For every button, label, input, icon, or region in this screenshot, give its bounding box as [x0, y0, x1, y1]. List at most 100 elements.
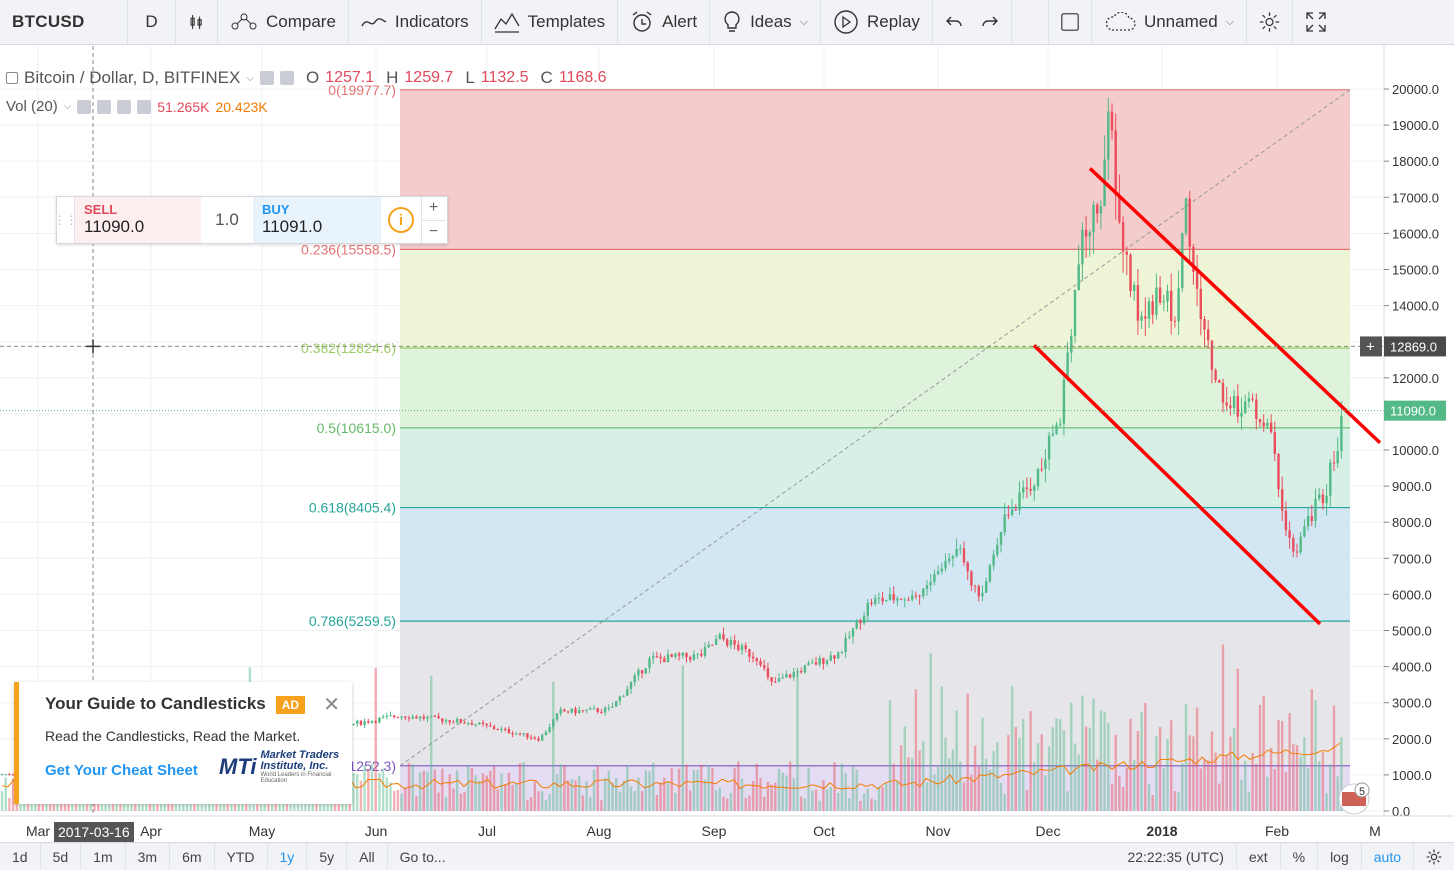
candle-body: [1177, 288, 1180, 322]
compare-button[interactable]: Compare: [218, 0, 349, 44]
save-layout-button[interactable]: Unnamed ⌵: [1092, 0, 1247, 44]
range-1y[interactable]: 1y: [268, 843, 308, 870]
increase-button[interactable]: +: [428, 199, 439, 217]
settings-button[interactable]: [1414, 843, 1454, 870]
gear-icon[interactable]: [279, 71, 294, 85]
redo-icon[interactable]: [981, 15, 999, 29]
price-tick-label: 2000.0: [1392, 732, 1432, 747]
ad-banner[interactable]: Your Guide to Candlesticks AD ✕ Read the …: [14, 682, 352, 804]
auto-toggle[interactable]: auto: [1362, 843, 1414, 870]
percent-toggle[interactable]: %: [1281, 843, 1319, 870]
range-ytd[interactable]: YTD: [215, 843, 268, 870]
collapse-icon[interactable]: [6, 72, 18, 84]
volume-bar: [959, 761, 962, 811]
candle-body: [896, 598, 899, 601]
candle-body: [1295, 551, 1299, 553]
sell-button[interactable]: SELL 11090.0: [75, 197, 201, 243]
buy-button[interactable]: BUY 11091.0: [253, 197, 381, 243]
price-tick-label: 10000.0: [1392, 443, 1439, 458]
volume-bar: [1251, 752, 1254, 811]
range-1d[interactable]: 1d: [0, 843, 41, 870]
fib-zone: [400, 621, 1350, 766]
ext-toggle[interactable]: ext: [1235, 843, 1281, 870]
replay-button[interactable]: Replay: [821, 0, 933, 44]
range-6m[interactable]: 6m: [170, 843, 215, 870]
candle-body: [759, 661, 762, 666]
decrease-button[interactable]: −: [422, 219, 445, 244]
symbol-search-button[interactable]: BTCUSD: [0, 0, 128, 44]
volume-bar: [1199, 768, 1202, 811]
candle-body: [504, 728, 507, 730]
drag-handle[interactable]: ⋮⋮: [54, 197, 78, 243]
fib-trend-line: [399, 89, 1351, 767]
chevron-down-icon[interactable]: ⌵: [1225, 15, 1234, 28]
goto-button[interactable]: Go to...: [399, 848, 446, 865]
price-tick-label: 1000.0: [1392, 768, 1432, 783]
settings-button[interactable]: [1247, 0, 1293, 44]
candle-body: [563, 709, 566, 712]
volume-bar: [367, 769, 370, 811]
chevron-down-icon[interactable]: ⌵: [246, 72, 254, 84]
candle-body: [637, 669, 640, 676]
price-chart[interactable]: 0(19977.7) 0.236(15558.5) 0.382(12824.6) 0.…: [0, 46, 1454, 842]
volume-bar: [1299, 756, 1302, 811]
undo-icon[interactable]: [945, 15, 963, 29]
candle-body: [511, 733, 514, 735]
fullscreen-button[interactable]: [1293, 0, 1339, 44]
volume-bar: [1044, 775, 1047, 811]
indicators-button[interactable]: Indicators: [349, 0, 482, 44]
range-5d[interactable]: 5d: [41, 843, 82, 870]
plus-icon[interactable]: [117, 99, 132, 114]
time-tick-label: 2018: [1146, 823, 1177, 839]
candle-body: [467, 723, 470, 725]
range-1m[interactable]: 1m: [81, 843, 126, 870]
volume-bar: [618, 791, 622, 811]
candle-body: [885, 599, 888, 602]
log-toggle[interactable]: log: [1318, 843, 1362, 870]
volume-bar: [766, 781, 770, 811]
chevron-down-icon[interactable]: ⌵: [63, 101, 72, 112]
chevron-down-icon[interactable]: ⌵: [799, 15, 809, 28]
volume-bar: [1229, 736, 1232, 811]
range-3m[interactable]: 3m: [126, 843, 171, 870]
price-tick-label: 20000.0: [1392, 82, 1439, 97]
volume-bar: [722, 796, 725, 811]
volume-bar: [1073, 743, 1077, 811]
interval-button[interactable]: D: [128, 0, 176, 44]
eye-icon[interactable]: [77, 99, 92, 114]
candle-body: [881, 597, 884, 602]
close-icon[interactable]: [137, 99, 152, 114]
volume-bar: [700, 764, 703, 811]
range-all[interactable]: All: [347, 843, 388, 870]
candle-body: [474, 724, 477, 726]
volume-bar: [600, 800, 603, 811]
volume-bar: [1162, 768, 1165, 811]
info-button[interactable]: i: [381, 197, 421, 243]
volume-bar: [933, 774, 936, 811]
ideas-button[interactable]: Ideas ⌵: [710, 0, 822, 44]
low-value: 1132.5: [480, 69, 529, 86]
eye-icon[interactable]: [259, 71, 274, 85]
volume-bar: [82, 799, 85, 811]
layout-button[interactable]: [1047, 0, 1092, 44]
volume-bar: [1203, 759, 1206, 811]
candle-body: [574, 708, 577, 714]
alert-button[interactable]: Alert: [618, 0, 711, 44]
high-value: 1259.7: [404, 69, 454, 86]
candle-body: [1029, 488, 1032, 491]
candle-body: [1277, 453, 1280, 490]
close-icon[interactable]: ✕: [323, 694, 340, 716]
candle-body: [1051, 433, 1054, 436]
layout-name-label: Unnamed: [1143, 12, 1218, 31]
chart-style-button[interactable]: [176, 0, 218, 44]
volume-bar: [370, 764, 374, 811]
candle-body: [596, 708, 599, 712]
quantity-field[interactable]: 1.0: [201, 197, 253, 243]
chart-pane[interactable]: 0(19977.7) 0.236(15558.5) 0.382(12824.6) 0.…: [0, 46, 1454, 842]
range-5y[interactable]: 5y: [307, 843, 348, 870]
candle-body: [603, 707, 607, 713]
candle-body: [1073, 289, 1077, 336]
templates-button[interactable]: Templates: [482, 0, 619, 44]
ad-cta-link[interactable]: Get Your Cheat Sheet: [45, 762, 198, 779]
gear-icon[interactable]: [97, 99, 112, 114]
